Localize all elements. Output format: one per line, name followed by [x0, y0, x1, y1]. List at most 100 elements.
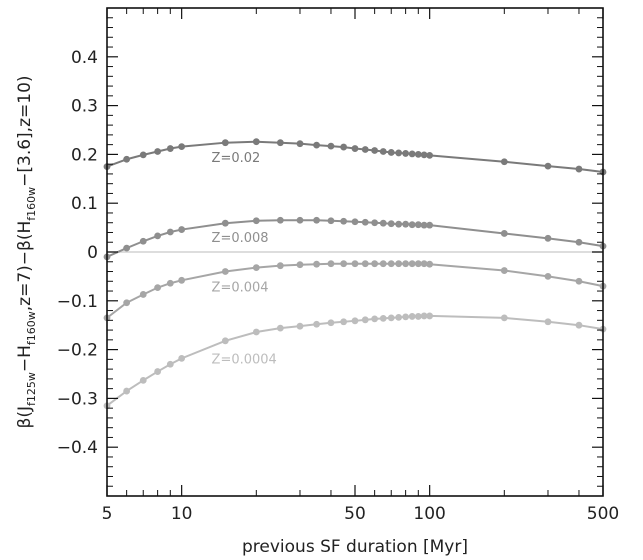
data-point [387, 260, 395, 268]
data-point [296, 261, 304, 269]
data-point [340, 143, 348, 151]
y-tick-label: 0.3 [71, 97, 98, 117]
x-tick-label: 50 [344, 504, 366, 524]
data-point [408, 260, 416, 268]
data-point [408, 221, 416, 229]
data-point [154, 284, 162, 292]
data-point [351, 145, 359, 152]
data-point [327, 319, 335, 327]
data-point [327, 142, 335, 150]
x-tick-label: 500 [587, 504, 619, 524]
data-point [139, 237, 147, 245]
y-label-part-1: β(J [15, 406, 35, 429]
data-point [166, 360, 174, 368]
data-point [395, 149, 403, 157]
data-point [420, 151, 428, 159]
x-tick-label: 100 [413, 504, 445, 524]
data-point [276, 262, 284, 270]
series-label-0: Z=0.02 [212, 151, 261, 166]
data-point [276, 216, 284, 224]
series-points [103, 138, 607, 410]
data-point [402, 220, 410, 228]
data-point [414, 313, 422, 320]
y-tick-label: −0.3 [57, 389, 98, 409]
data-point [221, 268, 229, 275]
data-point [123, 387, 131, 395]
data-point [276, 324, 284, 332]
data-point [351, 317, 359, 325]
data-point [252, 217, 260, 225]
data-point [426, 312, 434, 320]
data-point [414, 151, 422, 158]
axis-ticks [106, 8, 604, 496]
data-point [387, 220, 395, 228]
data-point [221, 139, 229, 147]
data-point [371, 260, 379, 268]
x-axis-label: previous SF duration [Myr] [242, 537, 468, 557]
data-point [402, 313, 410, 321]
data-point [166, 228, 174, 236]
data-point [575, 321, 583, 329]
data-point [500, 158, 508, 166]
data-point [575, 277, 583, 285]
data-point [252, 138, 260, 146]
data-point [544, 162, 552, 170]
data-point [414, 221, 422, 229]
y-tick-label: 0.1 [71, 194, 98, 214]
data-point [420, 221, 428, 229]
y-tick-label: 0 [87, 243, 98, 263]
y-tick-label: 0.2 [71, 145, 98, 165]
data-point [296, 140, 304, 148]
data-point [395, 313, 403, 321]
data-point [395, 260, 403, 268]
data-point [166, 279, 174, 287]
data-point [154, 148, 162, 155]
data-point [327, 217, 335, 225]
data-point [351, 218, 359, 226]
series-labels: Z=0.02 Z=0.008 Z=0.004 Z=0.0004 [212, 151, 277, 367]
data-point [221, 337, 229, 345]
series-label-2: Z=0.004 [212, 280, 269, 295]
data-point [379, 314, 387, 322]
axis-tick-labels: −0.4 −0.3 −0.2 −0.1 0 0.1 0.2 0.3 0.4 5 10 50 100 500 [57, 48, 620, 524]
data-point [123, 244, 131, 252]
series-label-3: Z=0.0004 [212, 352, 277, 367]
data-point [575, 165, 583, 173]
data-point [414, 260, 422, 268]
data-point [276, 139, 284, 147]
data-point [426, 260, 434, 268]
data-point [361, 218, 369, 226]
y-label-part-2: −H [15, 345, 35, 372]
data-point [154, 368, 162, 375]
y-label-part-4: −[3.6],z=10) [15, 75, 35, 186]
data-point [408, 313, 416, 320]
data-point [327, 260, 335, 268]
data-point [379, 219, 387, 227]
data-point [123, 155, 131, 163]
data-point [387, 314, 395, 322]
data-point [139, 151, 147, 159]
data-point [178, 143, 186, 150]
data-point [139, 291, 147, 298]
data-point [123, 299, 131, 307]
data-point [420, 312, 428, 320]
data-point [313, 216, 320, 224]
data-point [340, 217, 348, 225]
data-point [361, 260, 369, 268]
data-point [178, 276, 186, 284]
data-point [221, 219, 229, 227]
data-point [402, 150, 410, 157]
data-point [313, 260, 320, 268]
data-point [252, 264, 260, 272]
data-point [544, 234, 552, 242]
data-point [426, 151, 434, 159]
data-point [313, 141, 320, 149]
y-axis-label: β(Jf125w−Hf160w,z=7)−β(Hf160w−[3.6],z=10… [15, 75, 38, 428]
data-point [500, 267, 508, 274]
data-point [544, 273, 552, 280]
data-point [361, 146, 369, 153]
data-point [544, 318, 552, 326]
data-point [178, 226, 186, 233]
y-label-sub-1: f125w [25, 372, 38, 406]
data-point [154, 232, 162, 240]
